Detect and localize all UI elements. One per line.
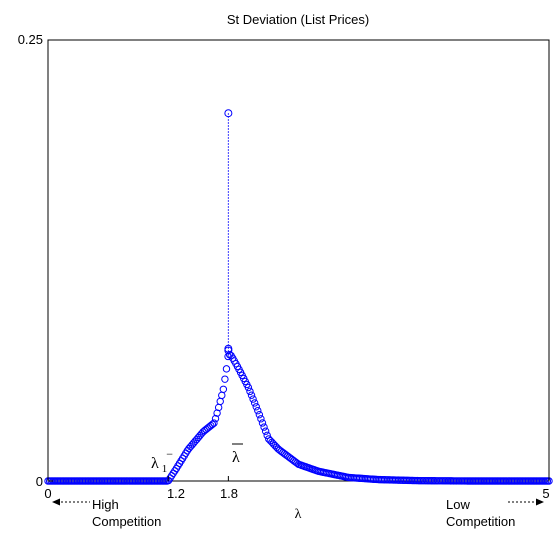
high-competition-label-line2: Competition xyxy=(92,514,161,529)
points-layer xyxy=(44,351,553,485)
x-tick-label-5: 5 xyxy=(542,486,549,501)
data-point xyxy=(254,406,262,415)
data-point xyxy=(257,415,265,423)
data-point xyxy=(261,427,270,435)
data-point xyxy=(211,414,220,423)
chart-title: St Deviation (List Prices) xyxy=(227,12,369,27)
data-point xyxy=(250,399,259,407)
data-point xyxy=(246,387,254,396)
data-point xyxy=(219,385,228,393)
x-axis-label: λ xyxy=(295,507,302,522)
data-point xyxy=(221,375,229,383)
x-tick-label-0: 0 xyxy=(44,486,51,501)
lambda-bar-annotation: λ xyxy=(232,449,240,466)
lambda-1-symbol: λ xyxy=(151,455,159,472)
x-tick-label-1-8: 1.8 xyxy=(220,486,238,501)
y-tick-label-top: 0.25 xyxy=(18,32,43,47)
spike-layer xyxy=(224,109,233,355)
data-point xyxy=(258,419,267,427)
spike-peak-point xyxy=(224,109,233,118)
data-point xyxy=(263,431,271,440)
plot-frame xyxy=(47,39,550,482)
data-point xyxy=(247,391,256,399)
data-point xyxy=(208,420,217,429)
data-point xyxy=(210,419,218,427)
high-competition-label-line1: High xyxy=(92,497,119,512)
high-competition-arrow xyxy=(52,498,90,506)
data-point xyxy=(222,365,231,373)
data-point xyxy=(260,423,268,431)
data-point xyxy=(244,383,253,392)
data-point xyxy=(216,397,224,406)
data-point xyxy=(252,403,260,411)
x-tick-label-1-2: 1.2 xyxy=(167,486,185,501)
lambda-1-annotation: λ 1 − xyxy=(151,447,173,476)
lambda-1-superscript: − xyxy=(166,447,173,461)
low-competition-arrow xyxy=(508,498,544,506)
data-point xyxy=(224,352,232,361)
lambda-1-subscript: 1 xyxy=(162,463,168,475)
low-competition-label-line2: Competition xyxy=(446,514,515,529)
data-point xyxy=(255,410,264,419)
data-point xyxy=(214,403,223,412)
data-point xyxy=(218,391,226,400)
low-competition-label-line1: Low xyxy=(446,497,470,512)
y-tick-label-bottom: 0 xyxy=(36,474,43,489)
data-point xyxy=(249,395,257,403)
